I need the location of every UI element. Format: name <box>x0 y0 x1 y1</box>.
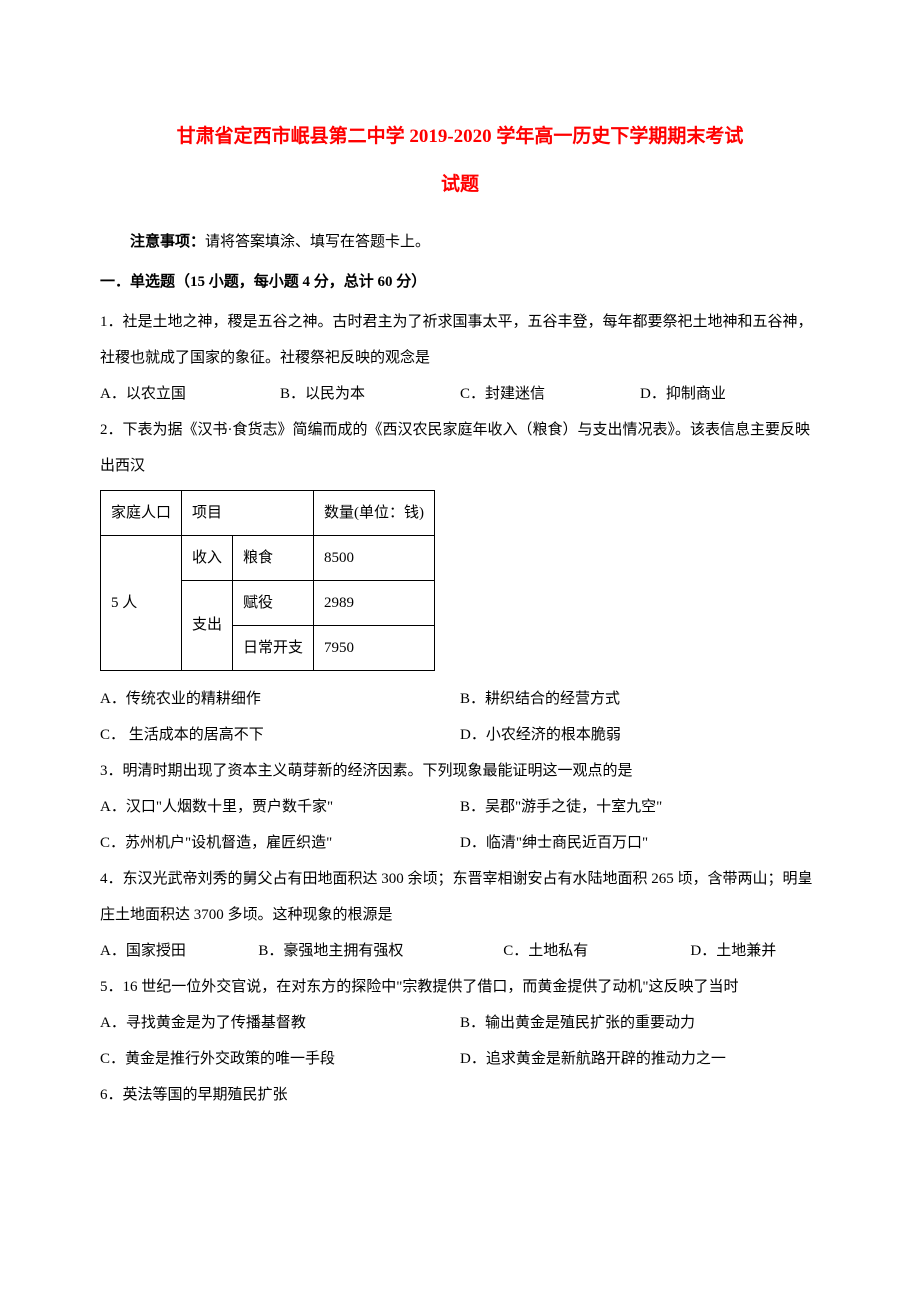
td-sub-0: 粮食 <box>233 535 314 580</box>
td-income-label: 收入 <box>182 535 233 580</box>
question-2-options: A．传统农业的精耕细作 B．耕织结合的经营方式 C． 生活成本的居高不下 D．小… <box>100 681 820 753</box>
question-3-options: A．汉口"人烟数十里，贾户数千家" B．吴郡"游手之徒，十室九空" C．苏州机户… <box>100 789 820 861</box>
q4-option-d: D．土地兼并 <box>690 933 820 969</box>
q2-data-table: 家庭人口 项目 数量(单位：钱) 5 人 收入 粮食 8500 支出 赋役 29… <box>100 490 435 671</box>
q5-option-a: A．寻找黄金是为了传播基督教 <box>100 1005 460 1041</box>
notice-label: 注意事项： <box>130 234 205 250</box>
notice-text: 请将答案填涂、填写在答题卡上。 <box>205 234 430 250</box>
q5-option-d: D．追求黄金是新航路开辟的推动力之一 <box>460 1041 820 1077</box>
q5-option-c: C．黄金是推行外交政策的唯一手段 <box>100 1041 460 1077</box>
td-amount-0: 8500 <box>314 535 435 580</box>
question-5-text: 5．16 世纪一位外交官说，在对东方的探险中"宗教提供了借口，而黄金提供了动机"… <box>100 969 820 1005</box>
question-1-options: A．以农立国 B．以民为本 C．封建迷信 D．抑制商业 <box>100 376 820 412</box>
q2-option-c: C． 生活成本的居高不下 <box>100 717 460 753</box>
question-4-text: 4．东汉光武帝刘秀的舅父占有田地面积达 300 余顷；东晋宰相谢安占有水陆地面积… <box>100 861 820 933</box>
q1-option-b: B．以民为本 <box>280 376 460 412</box>
td-sub-2: 日常开支 <box>233 625 314 670</box>
q1-option-c: C．封建迷信 <box>460 376 640 412</box>
q3-option-a: A．汉口"人烟数十里，贾户数千家" <box>100 789 460 825</box>
question-6-text: 6．英法等国的早期殖民扩张 <box>100 1077 820 1113</box>
q4-option-b: B．豪强地主拥有强权 <box>258 933 503 969</box>
q3-option-c: C．苏州机户"设机督造，雇匠织造" <box>100 825 460 861</box>
td-population: 5 人 <box>101 535 182 670</box>
question-3-text: 3．明清时期出现了资本主义萌芽新的经济因素。下列现象最能证明这一观点的是 <box>100 753 820 789</box>
q2-option-a: A．传统农业的精耕细作 <box>100 681 460 717</box>
td-sub-1: 赋役 <box>233 580 314 625</box>
q5-option-b: B．输出黄金是殖民扩张的重要动力 <box>460 1005 820 1041</box>
td-amount-1: 2989 <box>314 580 435 625</box>
q3-option-b: B．吴郡"游手之徒，十室九空" <box>460 789 820 825</box>
q2-option-d: D．小农经济的根本脆弱 <box>460 717 820 753</box>
exam-title-line2: 试题 <box>100 162 820 208</box>
q4-option-a: A．国家授田 <box>100 933 258 969</box>
question-4-options: A．国家授田 B．豪强地主拥有强权 C．土地私有 D．土地兼并 <box>100 933 820 969</box>
document-page: 甘肃省定西市岷县第二中学 2019-2020 学年高一历史下学期期末考试 试题 … <box>0 0 920 1173</box>
th-item: 项目 <box>182 490 314 535</box>
section-1-heading: 一．单选题（15 小题，每小题 4 分，总计 60 分） <box>100 264 820 300</box>
q1-option-d: D．抑制商业 <box>640 376 820 412</box>
th-population: 家庭人口 <box>101 490 182 535</box>
table-header-row: 家庭人口 项目 数量(单位：钱) <box>101 490 435 535</box>
q1-option-a: A．以农立国 <box>100 376 280 412</box>
question-5-options: A．寻找黄金是为了传播基督教 B．输出黄金是殖民扩张的重要动力 C．黄金是推行外… <box>100 1005 820 1077</box>
th-amount: 数量(单位：钱) <box>314 490 435 535</box>
notice-line: 注意事项：请将答案填涂、填写在答题卡上。 <box>100 224 820 260</box>
q3-option-d: D．临清"绅士商民近百万口" <box>460 825 820 861</box>
question-2-text: 2．下表为据《汉书·食货志》简编而成的《西汉农民家庭年收入（粮食）与支出情况表》… <box>100 412 820 484</box>
td-amount-2: 7950 <box>314 625 435 670</box>
exam-title-line1: 甘肃省定西市岷县第二中学 2019-2020 学年高一历史下学期期末考试 <box>100 120 820 154</box>
q2-option-b: B．耕织结合的经营方式 <box>460 681 820 717</box>
q4-option-c: C．土地私有 <box>503 933 690 969</box>
question-1-text: 1．社是土地之神，稷是五谷之神。古时君主为了祈求国事太平，五谷丰登，每年都要祭祀… <box>100 304 820 376</box>
table-row: 5 人 收入 粮食 8500 <box>101 535 435 580</box>
td-expense-label: 支出 <box>182 580 233 670</box>
